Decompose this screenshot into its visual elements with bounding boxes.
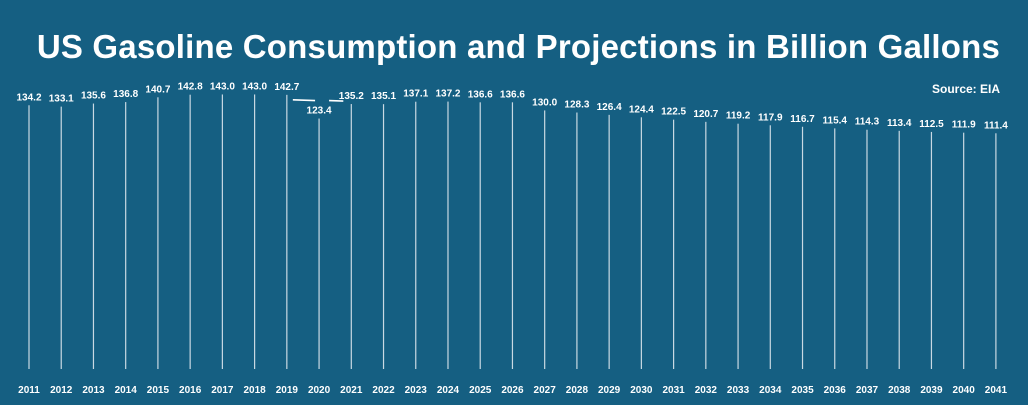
- bar-2021: [350, 104, 352, 369]
- value-label-2016: 142.8: [178, 82, 203, 93]
- bar-2025: [479, 102, 481, 369]
- bar-2012: [60, 106, 62, 370]
- value-label-2018: 143.0: [242, 81, 267, 92]
- bar-2020: [318, 118, 320, 369]
- bar-2024: [447, 101, 449, 369]
- bar-2032: [705, 121, 707, 369]
- year-label-2024: 2024: [437, 385, 460, 396]
- value-label-2020: 123.4: [307, 106, 332, 117]
- year-label-2026: 2026: [501, 385, 524, 396]
- year-label-2029: 2029: [598, 385, 621, 396]
- value-label-2012: 133.1: [49, 94, 74, 105]
- bar-2036: [834, 128, 836, 369]
- bar-2027: [544, 110, 546, 370]
- connector-line-left: [292, 99, 316, 102]
- value-label-2022: 135.1: [371, 91, 396, 102]
- bar-2022: [382, 104, 385, 369]
- bar-2037: [866, 129, 868, 369]
- value-label-2041: 111.4: [984, 120, 1008, 131]
- value-label-2030: 124.4: [629, 104, 654, 115]
- value-label-2036: 115.4: [823, 115, 848, 126]
- value-label-2038: 113.4: [887, 118, 912, 129]
- value-label-2013: 135.6: [81, 91, 106, 102]
- year-label-2013: 2013: [82, 385, 105, 396]
- year-label-2011: 2011: [18, 385, 40, 396]
- bar-2018: [254, 94, 256, 370]
- year-label-2028: 2028: [566, 385, 589, 396]
- value-label-2040: 111.9: [952, 120, 976, 131]
- bar-2034: [769, 125, 771, 369]
- year-label-2017: 2017: [211, 385, 234, 396]
- year-label-2014: 2014: [115, 385, 138, 396]
- bar-2026: [511, 102, 514, 369]
- year-label-2038: 2038: [888, 385, 911, 396]
- bar-2011: [28, 105, 30, 370]
- chart-source: Source: EIA: [931, 82, 1000, 96]
- value-label-2028: 128.3: [564, 100, 589, 111]
- year-label-2021: 2021: [340, 385, 363, 396]
- bar-2029: [608, 114, 610, 369]
- year-label-2020: 2020: [308, 385, 331, 396]
- year-label-2041: 2041: [985, 385, 1008, 396]
- year-label-2022: 2022: [372, 385, 395, 396]
- bar-2033: [737, 123, 739, 369]
- year-label-2025: 2025: [469, 385, 492, 396]
- value-label-2021: 135.2: [339, 91, 364, 102]
- value-label-2019: 142.7: [274, 82, 299, 93]
- year-label-2032: 2032: [695, 385, 718, 396]
- bar-2023: [415, 101, 417, 370]
- year-label-2012: 2012: [50, 385, 73, 396]
- bar-2013: [92, 103, 95, 370]
- chart-title: US Gasoline Consumption and Projections …: [36, 28, 1000, 65]
- value-label-2039: 112.5: [919, 119, 944, 130]
- bar-2040: [963, 132, 965, 369]
- bar-2030: [640, 117, 642, 369]
- year-label-2019: 2019: [276, 385, 299, 396]
- value-label-2033: 119.2: [726, 111, 751, 122]
- bar-2017: [221, 94, 223, 370]
- bar-2016: [189, 94, 191, 369]
- value-label-2032: 120.7: [693, 109, 718, 120]
- bar-2028: [576, 112, 578, 370]
- bar-2019: [286, 94, 288, 369]
- bar-2038: [898, 130, 900, 369]
- year-label-2023: 2023: [405, 385, 428, 396]
- year-label-2030: 2030: [630, 385, 653, 396]
- value-label-2027: 130.0: [532, 97, 557, 108]
- bar-2041: [995, 133, 997, 369]
- year-label-2033: 2033: [727, 385, 750, 396]
- year-label-2027: 2027: [534, 385, 557, 396]
- year-label-2031: 2031: [662, 385, 685, 396]
- year-label-2039: 2039: [920, 385, 943, 396]
- value-label-2031: 122.5: [661, 107, 686, 118]
- connector-line-right: [329, 99, 344, 102]
- year-label-2015: 2015: [147, 385, 170, 396]
- bar-2031: [673, 119, 675, 369]
- bar-2015: [157, 97, 159, 369]
- value-label-2037: 114.3: [855, 117, 880, 128]
- value-label-2025: 136.6: [468, 89, 493, 100]
- year-label-2035: 2035: [791, 385, 814, 396]
- bar-2039: [930, 131, 933, 369]
- year-label-2036: 2036: [824, 385, 847, 396]
- value-label-2023: 137.1: [403, 89, 428, 100]
- value-label-2017: 143.0: [210, 81, 235, 92]
- value-label-2015: 140.7: [145, 84, 170, 95]
- year-label-2016: 2016: [179, 385, 202, 396]
- year-label-2018: 2018: [243, 385, 266, 396]
- value-label-2029: 126.4: [597, 102, 622, 113]
- value-label-2011: 134.2: [16, 92, 41, 103]
- value-label-2035: 116.7: [790, 114, 815, 125]
- bar-2035: [801, 126, 804, 370]
- value-label-2014: 136.8: [113, 89, 138, 100]
- year-label-2037: 2037: [856, 385, 879, 396]
- value-label-2026: 136.6: [500, 89, 525, 100]
- year-label-2034: 2034: [759, 385, 782, 396]
- bar-2014: [125, 102, 127, 369]
- year-label-2040: 2040: [953, 385, 976, 396]
- value-label-2034: 117.9: [758, 112, 783, 123]
- value-label-2024: 137.2: [435, 89, 460, 100]
